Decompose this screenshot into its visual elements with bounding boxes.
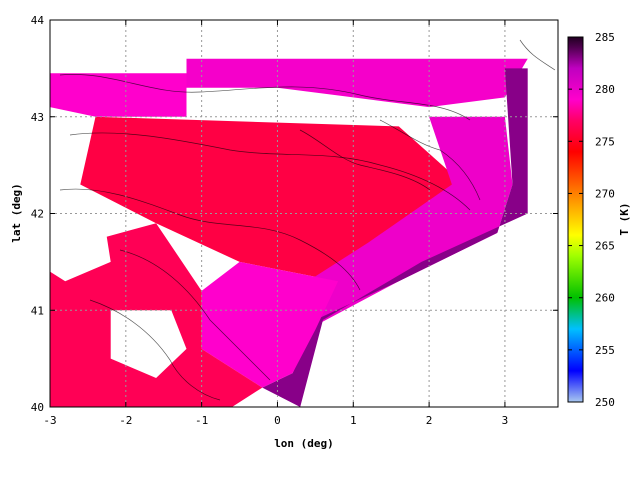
colorbar-tick-label: 255 [595,344,615,357]
field-region [186,58,528,108]
y-tick-label: 41 [31,304,44,317]
y-tick-label: 40 [31,401,44,414]
colorbar-tick-label: 250 [595,396,615,409]
colorbar-tick-label: 270 [595,187,615,200]
x-tick-label: -1 [195,414,208,427]
y-tick-label: 43 [31,111,44,124]
x-axis: -3 -2 -1 0 1 2 3 [43,20,508,427]
x-tick-label: -2 [119,414,132,427]
colorbar-tick-label: 285 [595,31,615,44]
x-tick-label: 2 [426,414,433,427]
field-region [201,261,339,388]
colorbar-tick-label: 280 [595,83,615,96]
y-axis: 40 41 42 43 44 [31,14,558,414]
field-region [110,310,187,378]
x-axis-label: lon (deg) [274,437,334,450]
x-tick-label: 1 [350,414,357,427]
terrain-contours [59,39,556,401]
colorbar-label: T (K) [618,202,631,235]
colorbar-tick-label: 260 [595,292,615,305]
contour-line [119,249,271,381]
y-axis-label: lat (deg) [10,183,23,243]
x-tick-label: 3 [502,414,509,427]
contour-line [379,119,481,201]
x-tick-label: 0 [274,414,281,427]
contour-line [519,39,556,71]
colorbar-tick-label: 275 [595,135,615,148]
field-region [50,73,187,117]
contour-line [69,132,471,211]
x-tick-label: -3 [43,414,56,427]
contour-line [59,188,361,291]
y-tick-label: 42 [31,208,44,221]
contour-line [59,74,471,121]
colorbar-tick-label: 265 [595,240,615,253]
contour-line [299,129,431,191]
colorbar [567,36,584,403]
field-region [50,213,111,282]
colorbar-ticks: 250 255 260 265 270 275 280 285 [568,31,615,409]
contour-line [89,299,221,401]
y-tick-label: 44 [31,14,45,27]
field-region [262,68,528,407]
field-region [292,116,513,330]
